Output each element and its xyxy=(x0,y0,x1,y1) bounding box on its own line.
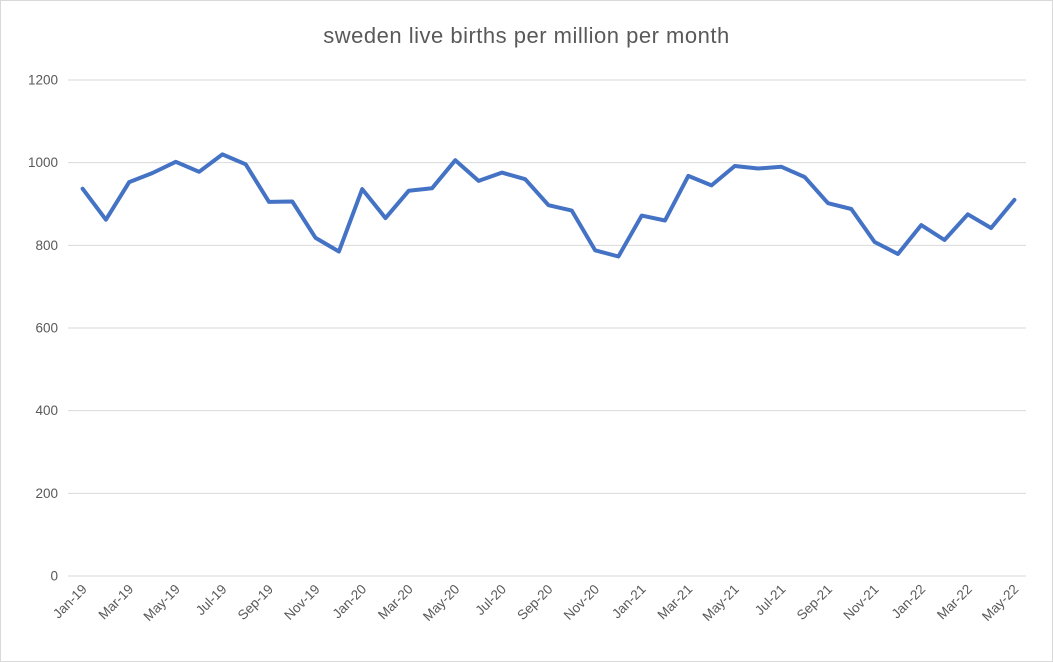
x-axis-label-Nov-21: Nov-21 xyxy=(840,582,881,623)
x-axis-label-Nov-20: Nov-20 xyxy=(561,582,602,623)
births-data-line xyxy=(80,152,1017,259)
x-axis-label-Jul-19: Jul-19 xyxy=(193,582,230,619)
x-axis-label-May-21: May-21 xyxy=(700,582,742,624)
x-axis-label-May-22: May-22 xyxy=(979,582,1021,624)
x-axis-label-Mar-19: Mar-19 xyxy=(96,582,137,623)
x-axis-label-Mar-22: Mar-22 xyxy=(934,582,975,623)
y-axis-label-400: 400 xyxy=(35,403,58,418)
x-axis-label-Sep-19: Sep-19 xyxy=(235,582,276,623)
x-axis-label-Mar-20: Mar-20 xyxy=(375,582,416,623)
x-axis-label-Mar-21: Mar-21 xyxy=(655,582,696,623)
y-axis-label-600: 600 xyxy=(35,321,58,336)
x-axis-label-Jan-19: Jan-19 xyxy=(50,582,90,622)
y-axis-label-1200: 1200 xyxy=(28,73,58,88)
x-axis-label-Jan-20: Jan-20 xyxy=(329,582,369,622)
y-axis-label-200: 200 xyxy=(35,486,58,501)
x-axis-label-Sep-20: Sep-20 xyxy=(514,582,555,623)
x-axis-label-Jan-22: Jan-22 xyxy=(889,582,929,622)
x-axis-label-May-20: May-20 xyxy=(420,582,462,624)
x-axis-label-May-19: May-19 xyxy=(141,582,183,624)
x-axis-label-Sep-21: Sep-21 xyxy=(794,582,835,623)
chart-title: sweden live births per million per month xyxy=(323,23,730,48)
y-axis-label-800: 800 xyxy=(35,238,58,253)
y-axis-label-1000: 1000 xyxy=(28,155,58,170)
x-axis-label-Jul-21: Jul-21 xyxy=(752,582,789,619)
x-axis-label-Nov-19: Nov-19 xyxy=(281,582,322,623)
x-axis-label-Jul-20: Jul-20 xyxy=(472,582,509,619)
x-axis-label-Jan-21: Jan-21 xyxy=(609,582,649,622)
y-axis-label-0: 0 xyxy=(50,569,58,584)
